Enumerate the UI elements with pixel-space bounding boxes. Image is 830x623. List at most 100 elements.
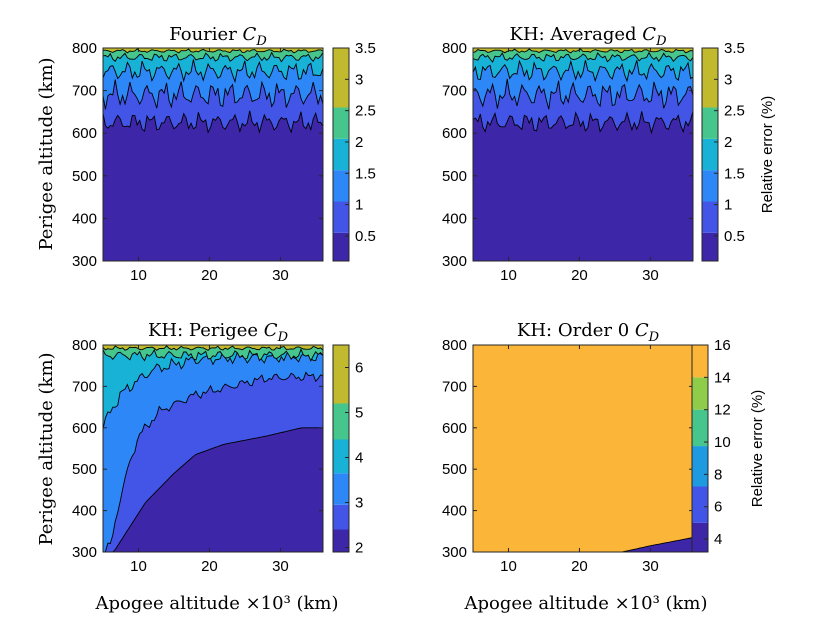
contour-plot: [102, 344, 324, 553]
colorbar-tick-label: 3: [724, 71, 732, 88]
subplot-kh-order0: KH: Order 0 CD 10 20 30300400500600700800 …: [442, 320, 766, 575]
colorbar-tick-label: 2: [355, 134, 363, 151]
y-tick-label: 400: [72, 210, 97, 227]
y-tick-label: 800: [442, 337, 467, 354]
colorbar: 4 6 8 10 12 14 16 Relative error (%): [691, 337, 766, 553]
x-tick-label: 30: [642, 267, 659, 284]
contour-plot: [472, 344, 694, 553]
colorbar-segment: [692, 446, 708, 487]
colorbar-tick-label: 4: [355, 450, 363, 467]
colorbar-segment: [333, 138, 349, 171]
contour-band: [103, 345, 323, 552]
colorbar-segment: [333, 107, 349, 139]
colorbar-tick-label: 2.5: [355, 103, 376, 120]
y-tick-label: 800: [442, 40, 467, 57]
colorbar-tick-label: 1: [724, 197, 732, 214]
colorbar-tick-label: 2: [355, 540, 363, 557]
contour-plot: [472, 47, 694, 262]
y-tick-label: 600: [72, 125, 97, 142]
y-axis-label-top: Perigee altitude (km): [36, 57, 57, 250]
colorbar-tick-label: 4: [714, 531, 722, 548]
x-tick-label: 20: [201, 558, 218, 575]
colorbar-tick-label: 3: [355, 495, 363, 512]
colorbar-tick-label: 5: [355, 405, 363, 422]
colorbar: 0.5 1 1.5 2 2.5 3 3.5 Relative error (%): [701, 40, 776, 262]
colorbar-segment: [333, 529, 349, 552]
x-tick-label: 10: [130, 267, 147, 284]
subplot-title: Fourier CD: [169, 24, 267, 49]
colorbar-segment: [692, 377, 708, 410]
y-tick-label: 600: [72, 420, 97, 437]
y-tick-label: 600: [442, 420, 467, 437]
colorbar-tick-label: 3.5: [355, 40, 376, 57]
subplot-kh-averaged: KH: Averaged CD 10 20 30 300 400 500 600 700 800…: [442, 24, 776, 284]
colorbar-segment: [333, 345, 349, 404]
colorbar-tick-label: 2: [724, 134, 732, 151]
y-tick-label: 500: [442, 168, 467, 185]
y-tick-label: 500: [442, 461, 467, 478]
colorbar-tick-label: 0.5: [355, 228, 376, 245]
colorbar-label: Relative error (%): [749, 390, 766, 508]
colorbar-segment: [333, 201, 349, 233]
contour-band: [103, 48, 323, 63]
x-tick-label: 20: [571, 267, 588, 284]
subplot-title: KH: Perigee CD: [148, 320, 289, 345]
y-tick-label: 700: [442, 83, 467, 100]
colorbar-segment: [333, 403, 349, 440]
y-tick-label: 300: [442, 544, 467, 561]
y-tick-label: 400: [442, 210, 467, 227]
x-tick-label: 20: [201, 267, 218, 284]
colorbar-segment: [702, 170, 718, 202]
colorbar-tick-label: 0.5: [724, 228, 745, 245]
y-tick-label: 700: [72, 83, 97, 100]
colorbar-tick-label: 1: [355, 197, 363, 214]
y-tick-label: 700: [72, 378, 97, 395]
colorbar-segment: [333, 170, 349, 202]
axes-frame: [472, 47, 694, 262]
colorbar-segment: [333, 232, 349, 261]
colorbar-segment: [692, 522, 708, 552]
subplot-title: KH: Order 0 CD: [517, 320, 660, 345]
colorbar-segment: [333, 504, 349, 530]
colorbar-frame: [332, 344, 350, 553]
colorbar-segment: [702, 48, 718, 108]
contour-band: [473, 345, 693, 552]
y-tick-label: 500: [72, 168, 97, 185]
colorbar-tick-label: 14: [714, 369, 731, 386]
colorbar-tick-label: 10: [714, 434, 731, 451]
y-tick-label: 400: [72, 503, 97, 520]
axes-frame: [102, 47, 324, 262]
colorbar-tick-label: 3: [355, 71, 363, 88]
colorbar-tick-label: 3.5: [724, 40, 745, 57]
colorbar-frame: [691, 344, 709, 553]
colorbar-tick-label: 2.5: [724, 103, 745, 120]
x-tick-label: 30: [272, 558, 289, 575]
colorbar-segment: [333, 439, 349, 474]
subplot-title: KH: Averaged CD: [510, 24, 668, 49]
colorbar-label: Relative error (%): [759, 96, 776, 214]
colorbar-segment: [692, 486, 708, 523]
colorbar-segment: [692, 345, 708, 378]
y-tick-label: 700: [442, 378, 467, 395]
contour-plot: [102, 47, 324, 262]
x-tick-label: 30: [272, 267, 289, 284]
colorbar-frame: [701, 47, 719, 262]
colorbar-tick-label: 6: [714, 499, 722, 516]
colorbar-tick-label: 6: [355, 360, 363, 377]
subplot-kh-perigee: KH: Perigee CD 10 20 30300400500600700800 …: [72, 320, 363, 575]
colorbar-segment: [702, 138, 718, 171]
x-tick-label: 10: [500, 558, 517, 575]
colorbar-tick-label: 1.5: [724, 165, 745, 182]
axes-frame: [102, 344, 324, 553]
colorbar-tick-label: 16: [714, 337, 731, 354]
x-tick-label: 10: [130, 558, 147, 575]
y-axis-label-bottom: Perigee altitude (km): [36, 352, 57, 545]
y-tick-label: 600: [442, 125, 467, 142]
colorbar-segment: [692, 409, 708, 447]
colorbar-segment: [702, 201, 718, 233]
colorbar-segment: [333, 48, 349, 108]
colorbar-segment: [702, 232, 718, 261]
y-tick-label: 300: [72, 253, 97, 270]
y-tick-label: 400: [442, 503, 467, 520]
